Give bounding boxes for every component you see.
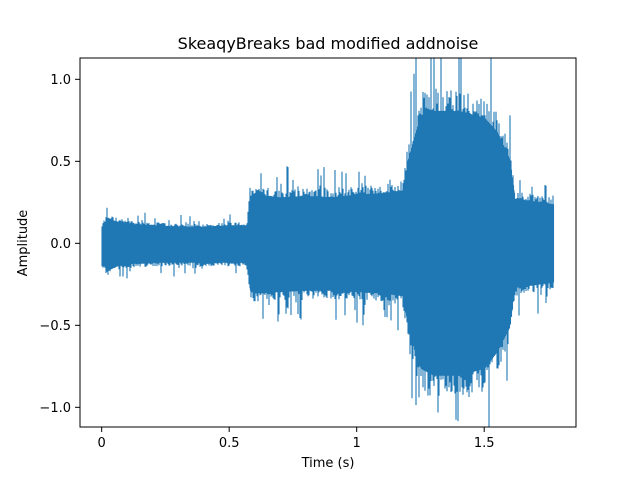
chart-title: SkeaqyBreaks bad modified addnoise	[178, 34, 479, 53]
x-axis-label: Time (s)	[301, 456, 355, 471]
y-tick-label: 1.0	[50, 73, 71, 88]
x-tick-label: 0.5	[219, 436, 240, 451]
waveform-series-0	[101, 58, 555, 427]
x-tick-label: 0	[98, 436, 106, 451]
x-tick-label: 1	[353, 436, 361, 451]
axes: 0 0.5 1 1.5 −1.0 −0.5 0.0 0.5 1.0	[39, 57, 577, 451]
y-tick-label: 0.0	[50, 237, 71, 252]
x-tick-label: 1.5	[474, 436, 495, 451]
plot-area	[101, 58, 555, 427]
y-tick-label: 0.5	[50, 155, 71, 170]
y-tick-label: −0.5	[39, 319, 71, 334]
axes-frame	[79, 57, 577, 428]
y-axis-label: Amplitude	[16, 210, 31, 277]
y-tick-label: −1.0	[39, 401, 71, 416]
